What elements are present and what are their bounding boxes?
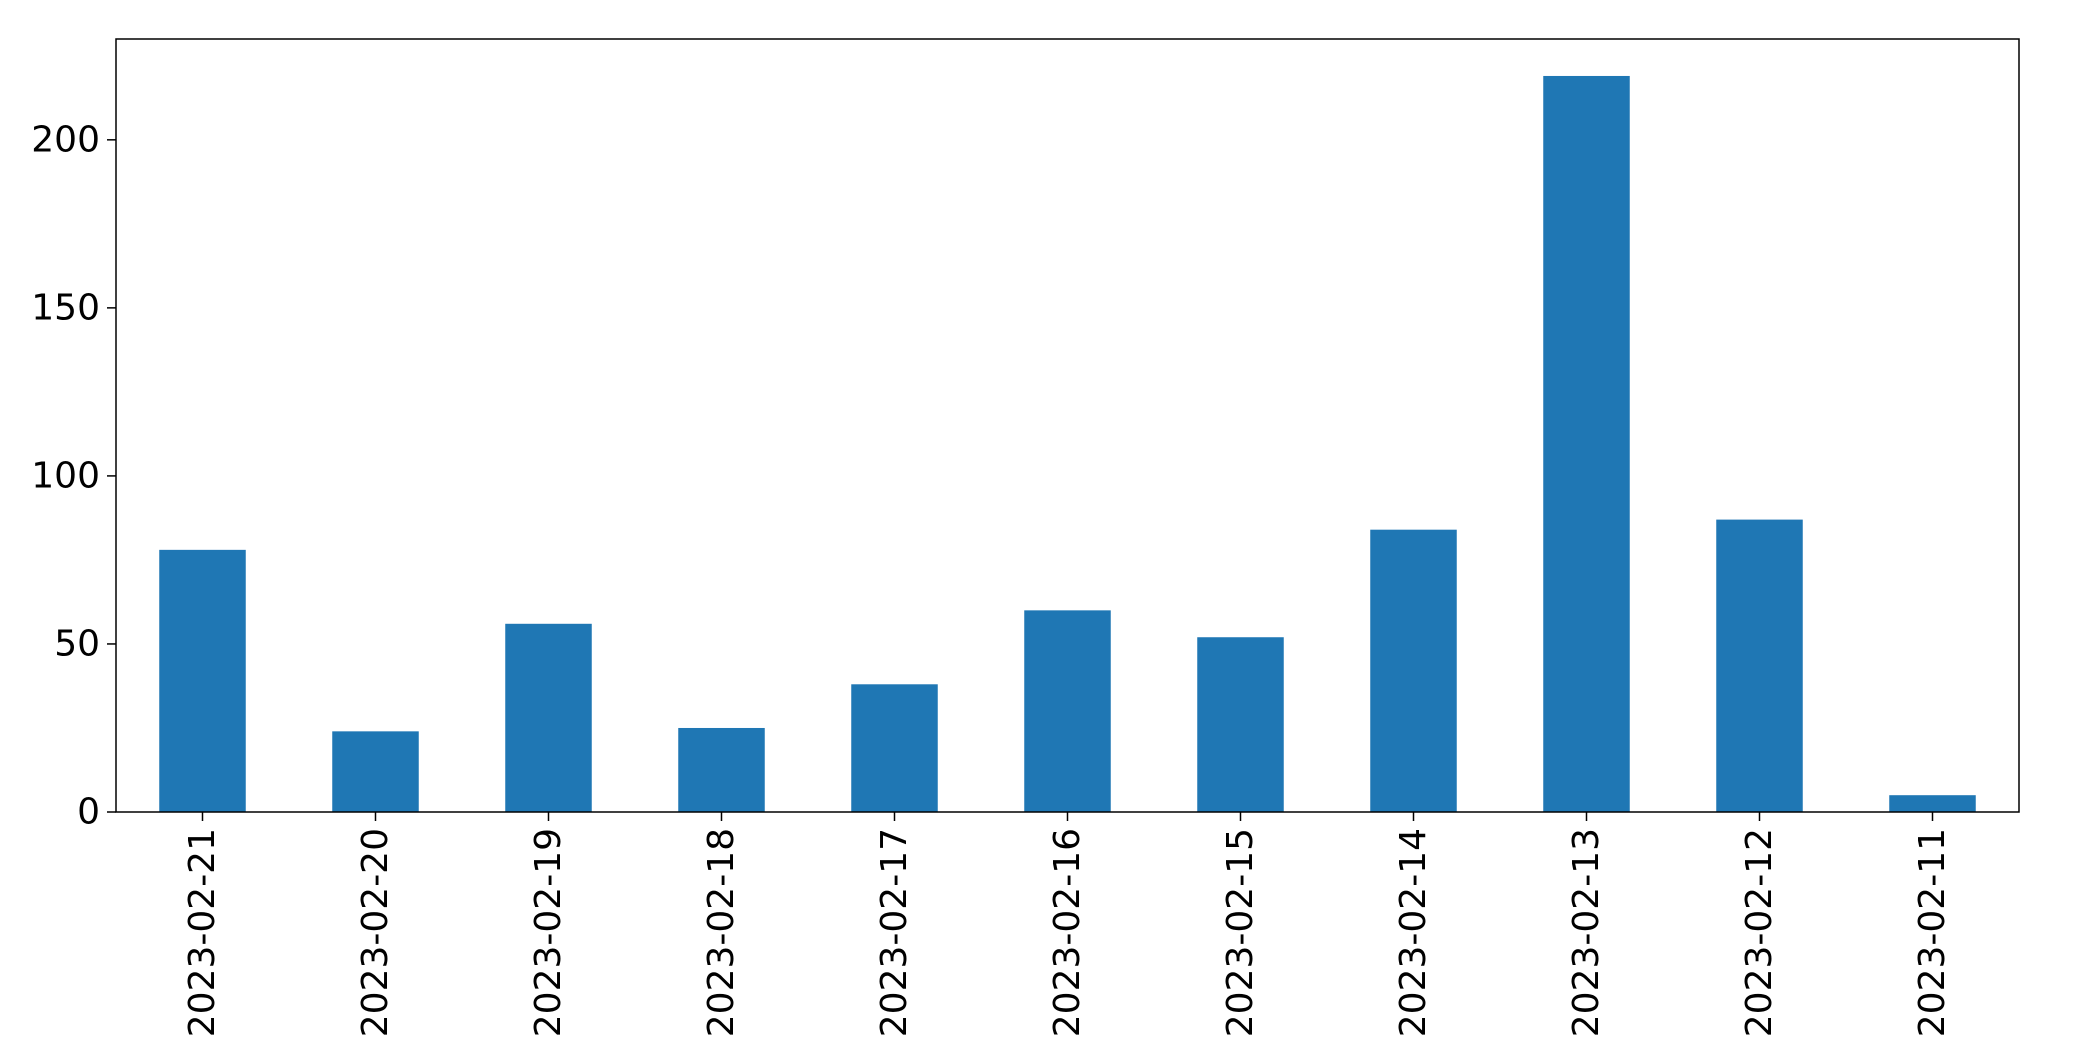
bar-2023-02-16: [1024, 610, 1111, 812]
y-tick-label: 0: [77, 792, 100, 833]
x-tick-label: 2023-02-12: [1739, 828, 1780, 1037]
y-tick-label: 150: [31, 287, 100, 328]
x-tick-label: 2023-02-20: [355, 828, 396, 1037]
bar-2023-02-17: [851, 684, 938, 812]
y-axis-ticks: 0 50 100 150 200: [31, 119, 116, 833]
x-axis-ticks: 2023-02-21 2023-02-20 2023-02-19 2023-02-18…: [182, 812, 1953, 1037]
x-tick-label: 2023-02-15: [1220, 828, 1261, 1037]
bar-2023-02-19: [505, 623, 592, 812]
x-tick-label: 2023-02-13: [1566, 828, 1607, 1037]
bars-layer: [159, 75, 1976, 813]
x-tick-label: 2023-02-14: [1393, 828, 1434, 1037]
x-tick-label: 2023-02-19: [528, 828, 569, 1037]
x-tick-label: 2023-02-21: [182, 828, 223, 1037]
bar-2023-02-21: [159, 549, 246, 812]
bar-2023-02-20: [332, 731, 419, 812]
x-tick-label: 2023-02-17: [874, 828, 915, 1037]
plot-area-frame: [115, 38, 2020, 813]
x-tick-label: 2023-02-16: [1047, 828, 1088, 1037]
bar-2023-02-11: [1889, 795, 1976, 812]
y-tick-label: 200: [31, 119, 100, 160]
bar-2023-02-15: [1197, 637, 1284, 812]
bar-2023-02-13: [1543, 75, 1630, 813]
y-tick-label: 100: [31, 455, 100, 496]
x-tick-label: 2023-02-18: [701, 828, 742, 1037]
bar-2023-02-12: [1716, 519, 1803, 812]
y-tick-label: 50: [54, 623, 100, 664]
bar-2023-02-14: [1370, 529, 1457, 812]
bar-2023-02-18: [678, 727, 765, 812]
x-tick-label: 2023-02-11: [1912, 828, 1953, 1037]
